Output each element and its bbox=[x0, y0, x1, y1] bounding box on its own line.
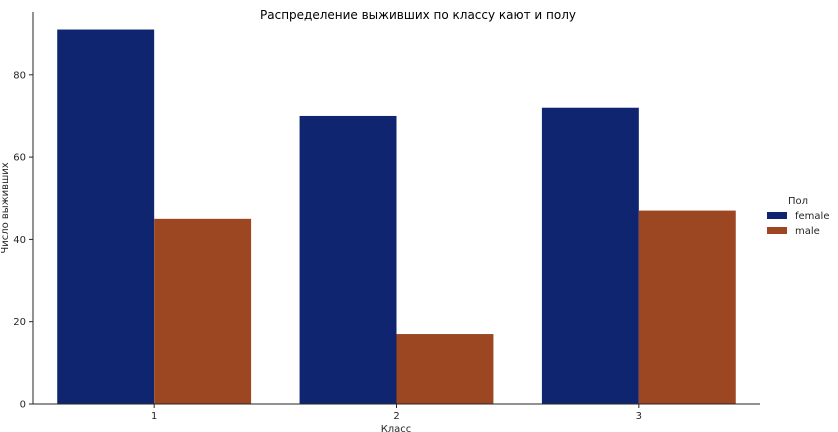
bar-male-class-1 bbox=[154, 218, 252, 404]
y-ticks-group: 0 20 40 60 80 bbox=[13, 70, 33, 411]
y-tick-label: 0 bbox=[20, 400, 26, 411]
legend-label-female: female bbox=[795, 211, 829, 222]
x-axis-label: Класс bbox=[381, 424, 412, 432]
legend-swatch-male bbox=[767, 227, 787, 234]
y-axis-label: Число выживших bbox=[0, 162, 11, 253]
chart-title: Распределение выживших по классу кают и … bbox=[260, 8, 576, 22]
bar-female-class-1 bbox=[57, 29, 155, 405]
x-ticks-group: 1 2 3 bbox=[151, 404, 642, 422]
legend: Пол female male bbox=[767, 196, 829, 237]
x-tick-label: 3 bbox=[636, 411, 642, 422]
x-tick-label: 2 bbox=[393, 411, 399, 422]
bar-female-class-3 bbox=[541, 107, 639, 404]
legend-title: Пол bbox=[788, 196, 808, 207]
bar-male-class-2 bbox=[396, 334, 494, 404]
bar-male-class-3 bbox=[638, 210, 736, 404]
x-tick-label: 1 bbox=[151, 411, 157, 422]
bars-group bbox=[57, 29, 736, 405]
y-tick-label: 80 bbox=[13, 70, 26, 81]
legend-label-male: male bbox=[795, 226, 820, 237]
y-tick-label: 20 bbox=[13, 317, 26, 328]
y-tick-label: 40 bbox=[13, 235, 26, 246]
bar-female-class-2 bbox=[299, 115, 397, 404]
y-tick-label: 60 bbox=[13, 153, 26, 164]
legend-swatch-female bbox=[767, 212, 787, 219]
